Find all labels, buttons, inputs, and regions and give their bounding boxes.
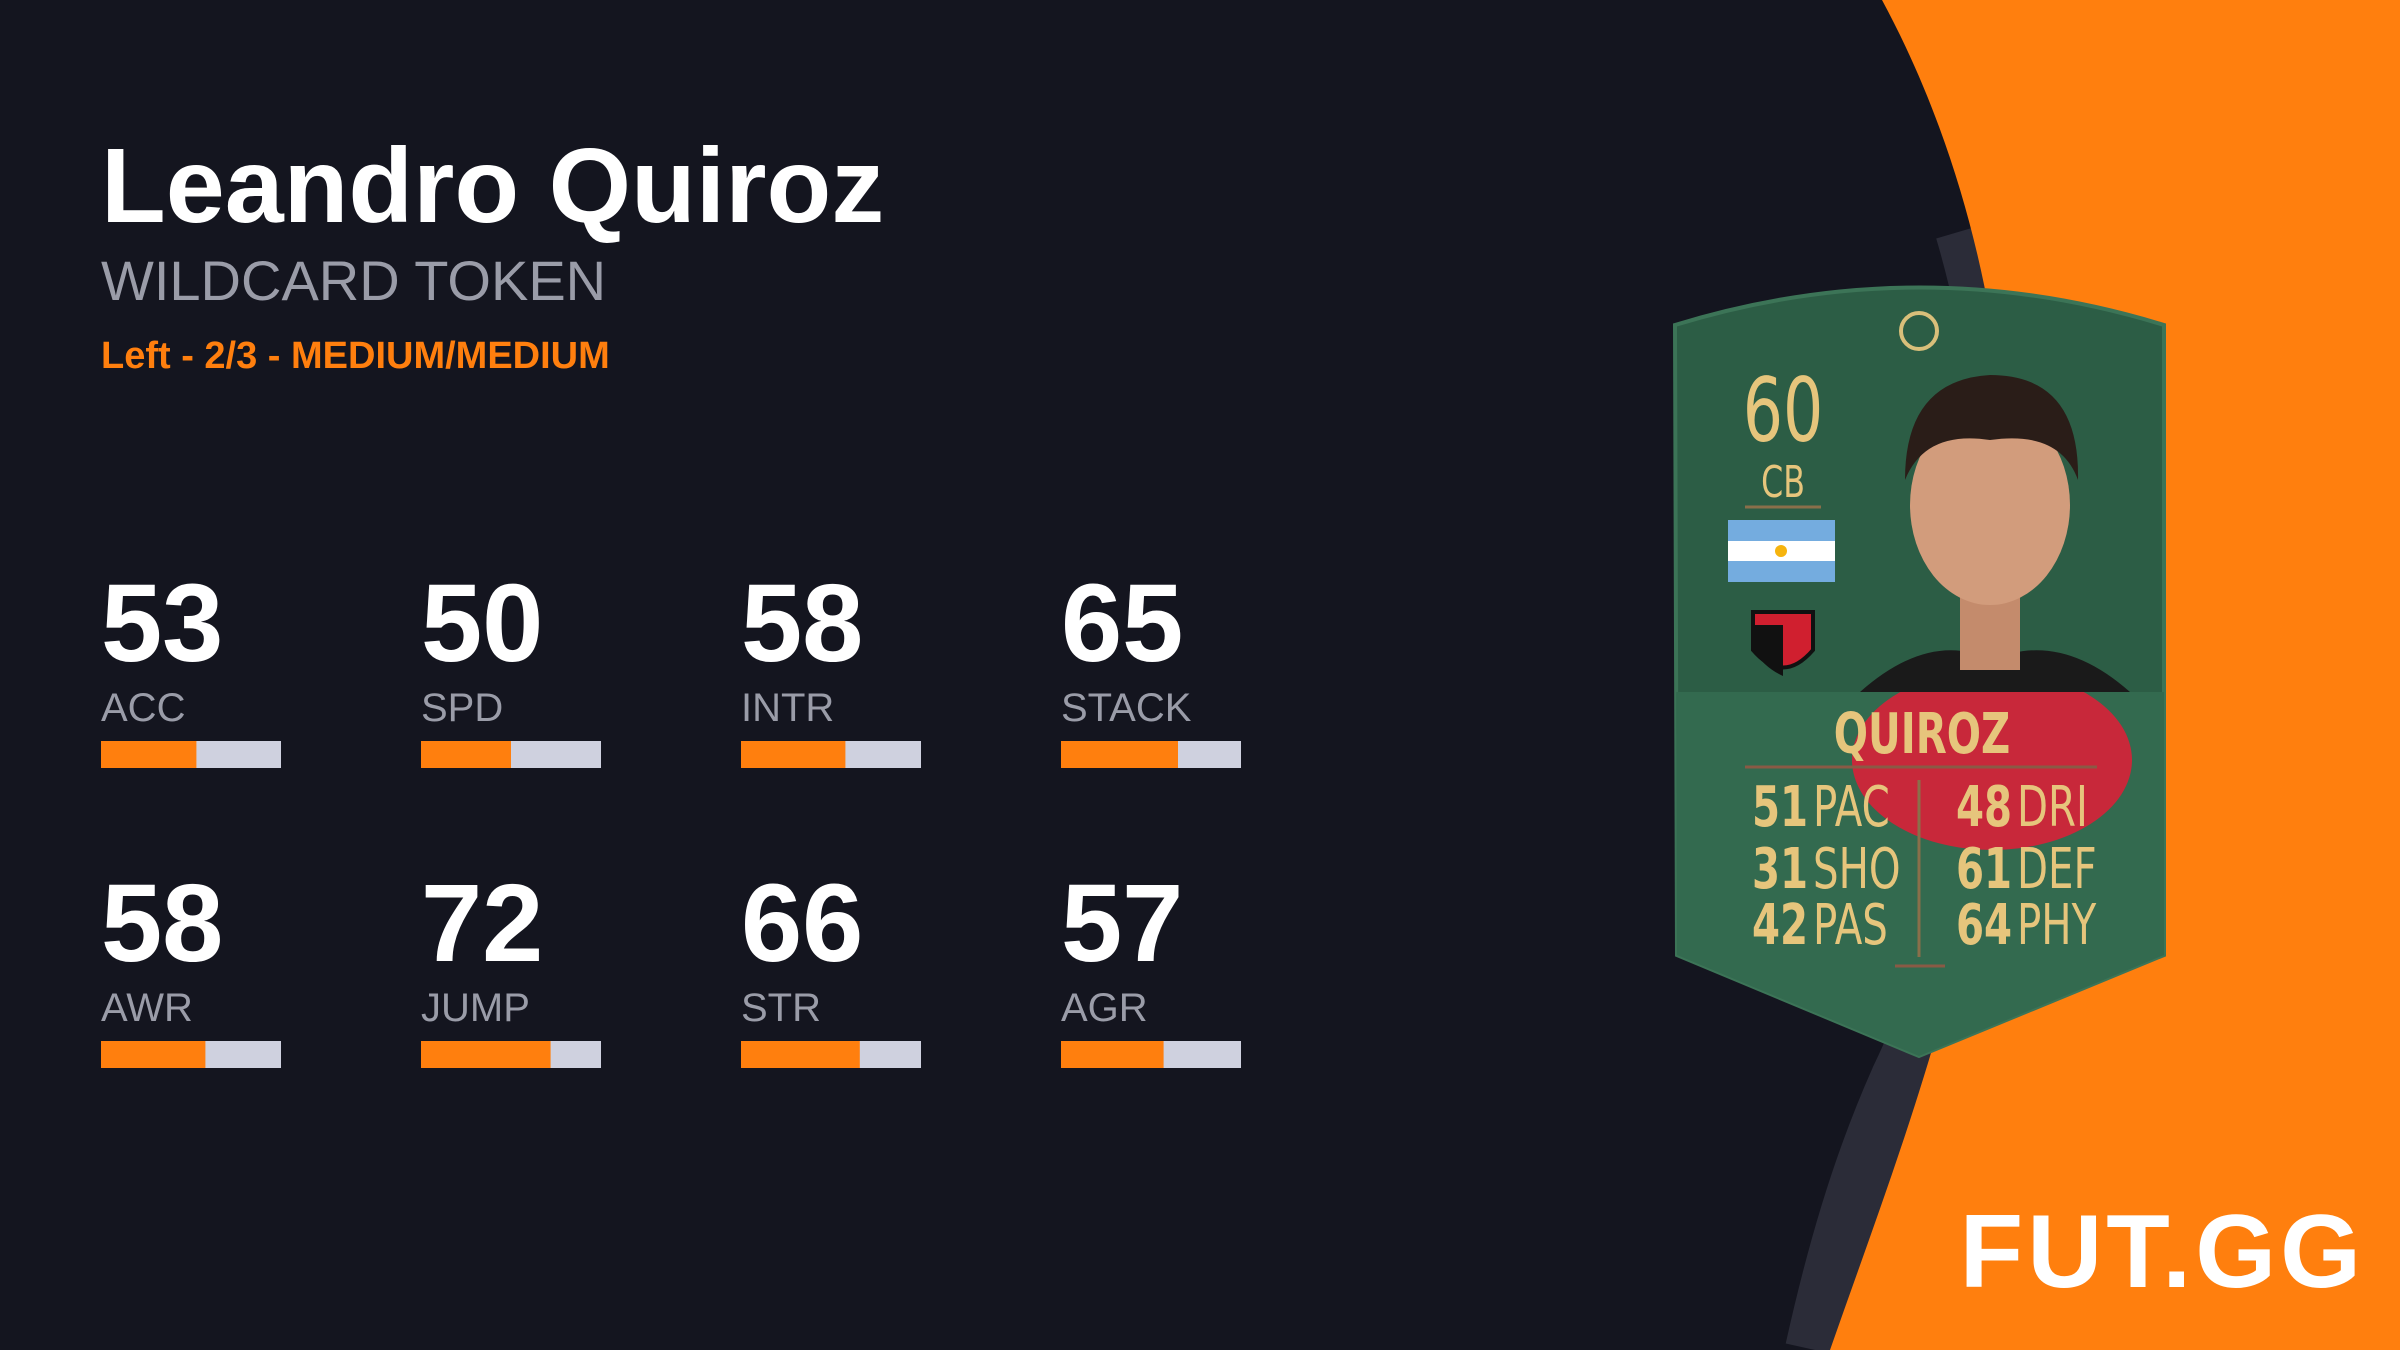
stat-label: JUMP — [421, 986, 530, 1030]
card-stat-value: 48 — [1956, 774, 2012, 839]
logo: FUT.GG — [1960, 1194, 2365, 1310]
card-stat-value: 51 — [1752, 774, 1808, 839]
stat-bar — [421, 741, 511, 768]
stat-bar — [741, 741, 846, 768]
stat-value: 50 — [421, 562, 543, 685]
stat-label: STACK — [1061, 686, 1192, 730]
card-position: CB — [1761, 457, 1805, 509]
stat-bar — [1061, 1041, 1164, 1068]
card-icon — [1899, 311, 1939, 351]
card-stat-label: DRI — [2017, 774, 2088, 839]
card-stat-value: 31 — [1752, 836, 1808, 901]
player-info: Left - 2/3 - MEDIUM/MEDIUM — [101, 335, 610, 377]
stat-value: 72 — [421, 862, 543, 985]
stat-label: INTR — [741, 686, 834, 730]
card-name: QUIROZ — [1834, 701, 2011, 766]
card-stat-label: PAS — [1813, 892, 1888, 957]
card-stat-label: SHO — [1813, 836, 1901, 901]
card-rating: 60 — [1743, 361, 1824, 463]
stat-value: 58 — [741, 562, 863, 685]
card-stat-value: 61 — [1956, 836, 2012, 901]
stat-value: 66 — [741, 862, 863, 985]
hair — [1905, 375, 2079, 480]
shirt — [1852, 670, 2132, 850]
stat-value: 65 — [1061, 562, 1183, 685]
stat-value: 57 — [1061, 862, 1183, 985]
stat-label: STR — [741, 986, 821, 1030]
stat-bar — [1061, 741, 1178, 768]
club-badge-part — [1753, 625, 1783, 676]
card-stat-label: PHY — [2017, 892, 2096, 957]
card-type: WILDCARD TOKEN — [101, 249, 606, 312]
stat-value: 58 — [101, 862, 223, 985]
stat-bar — [101, 741, 197, 768]
shirt-collar — [1860, 650, 2130, 692]
flag-sun — [1775, 545, 1787, 557]
stat-label: ACC — [101, 686, 185, 730]
stat-label: SPD — [421, 686, 503, 730]
card-stat-label: DEF — [2017, 836, 2097, 901]
stat-label: AWR — [101, 986, 193, 1030]
stat-bar — [101, 1041, 206, 1068]
card-stat-value: 42 — [1752, 892, 1808, 957]
stat-bar — [421, 1041, 551, 1068]
player-name: Leandro Quiroz — [101, 127, 884, 245]
stat-value: 53 — [101, 562, 223, 685]
face — [1910, 405, 2070, 605]
stat-bar — [741, 1041, 860, 1068]
card-stat-label: PAC — [1813, 774, 1890, 839]
card-stat-value: 64 — [1956, 892, 2012, 957]
stat-label: AGR — [1061, 986, 1148, 1030]
stats-grid: 53ACC50SPD58INTR65STACK58AWR72JUMP66STR5… — [101, 562, 1241, 1068]
flag — [1728, 520, 1835, 582]
